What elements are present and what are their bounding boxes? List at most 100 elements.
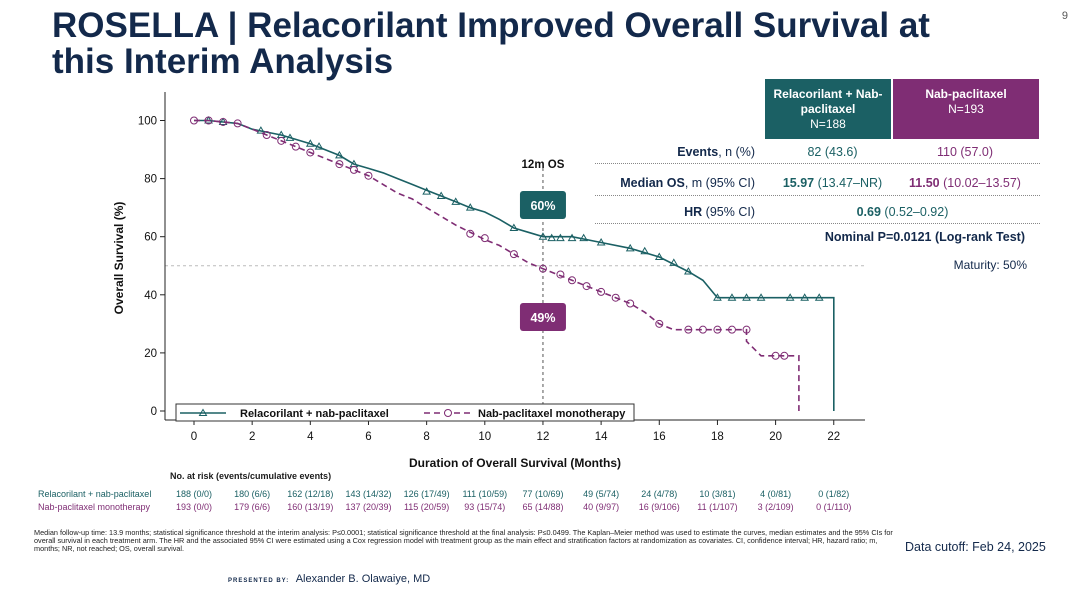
censor-mark <box>305 139 315 147</box>
row-divider <box>595 163 1040 164</box>
risk-cell-arm2: 40 (9/97) <box>583 502 620 512</box>
risk-cell-arm2: 137 (20/39) <box>345 502 392 512</box>
legend-circle-icon <box>444 409 452 417</box>
x-tick-label: 18 <box>711 431 724 443</box>
median-os-arm1: 15.97 (13.47–NR) <box>782 176 883 190</box>
censor-mark <box>335 160 344 169</box>
maturity: Maturity: 50% <box>953 258 1027 272</box>
reference-lines <box>165 168 865 420</box>
censor-mark <box>306 148 315 157</box>
hr-label: HR (95% CI) <box>684 205 755 219</box>
x-tick-label: 12 <box>537 431 550 443</box>
footnote: Median follow-up time: 13.9 months; stat… <box>34 528 893 554</box>
presented-by-label: PRESENTED BY: <box>228 578 290 584</box>
os-12m-value-1: 60% <box>530 199 555 213</box>
censor-mark <box>480 234 489 243</box>
arm2-header: Nab-paclitaxel N=193 <box>893 79 1039 139</box>
censor-mark <box>713 325 722 334</box>
censor-mark <box>626 299 635 308</box>
censor-mark <box>291 142 300 151</box>
arm2-header-label: Nab-paclitaxel <box>925 87 1007 101</box>
risk-cell-arm1: 162 (12/18) <box>287 489 334 499</box>
censor-mark <box>436 191 446 200</box>
censor-mark <box>713 293 722 301</box>
censor-mark <box>190 116 198 125</box>
y-tick-label: 40 <box>144 290 157 302</box>
censor-mark <box>785 293 795 301</box>
censor-mark <box>727 293 737 301</box>
risk-cell-arm2: 115 (20/59) <box>403 502 450 512</box>
censor-mark <box>219 117 228 126</box>
censor-mark <box>556 233 565 242</box>
y-tick-label: 60 <box>144 232 157 244</box>
risk-cell-arm1: 4 (0/81) <box>760 489 792 499</box>
censor-mark <box>538 232 548 240</box>
censor-mark <box>727 325 736 334</box>
x-tick-label: 22 <box>827 431 840 443</box>
risk-cell-arm2: 11 (1/107) <box>697 502 738 512</box>
chart-axes: 0 20 40 60 80 100 0 2 4 6 8 10 12 14 16 18 20 22 Duration … <box>112 92 865 470</box>
risk-cell-arm2: 16 (9/106) <box>638 502 680 512</box>
x-tick-label: 16 <box>653 431 666 443</box>
events-label: Events, n (%) <box>677 145 755 159</box>
censor-mark <box>654 252 664 261</box>
risk-cell-arm2: 160 (13/19) <box>287 502 334 512</box>
censor-mark <box>655 319 664 328</box>
risk-cell-arm2: 65 (14/88) <box>522 502 564 512</box>
slide-title: ROSELLA | Relacorilant Improved Overall … <box>52 6 930 81</box>
x-tick-label: 2 <box>249 431 255 443</box>
month-12-label: 12m OS <box>522 159 565 171</box>
censor-mark <box>256 126 266 134</box>
censor-mark <box>800 293 810 301</box>
censor-mark <box>611 293 620 302</box>
os-12m-value-2: 49% <box>530 311 555 325</box>
y-tick-label: 20 <box>144 348 157 360</box>
os-12m-badge-1 <box>519 191 566 219</box>
risk-cell-arm1: 77 (10/69) <box>522 489 564 499</box>
risk-cell-arm1: 0 (1/82) <box>818 489 850 499</box>
censor-mark <box>335 150 344 159</box>
risk-arm1-label: Relacorilant + nab-paclitaxel <box>38 489 152 499</box>
legend-triangle-icon <box>198 408 208 416</box>
data-cutoff: Data cutoff: Feb 24, 2025 <box>905 540 1046 554</box>
risk-cell-arm1: 111 (10/59) <box>462 489 508 499</box>
risk-cell-arm1: 180 (6/6) <box>234 489 271 499</box>
x-tick-label: 0 <box>191 431 197 443</box>
censor-mark <box>596 238 606 246</box>
censor-mark <box>466 229 475 238</box>
risk-cell-arm1: 126 (17/49) <box>403 489 450 499</box>
chart-labels: 12m OS 60% 49% Relacorilant + nab-paclitaxe… <box>175 159 635 422</box>
median-os-arm2: 11.50 (10.02–13.57) <box>909 176 1021 190</box>
censor-mark <box>547 233 557 242</box>
censor-mark <box>567 233 577 242</box>
risk-cell-arm2: 193 (0/0) <box>175 502 213 512</box>
censor-mark <box>277 136 286 145</box>
events-arm2: 110 (57.0) <box>936 145 994 159</box>
censor-mark <box>465 203 475 211</box>
censor-mark <box>349 165 358 174</box>
x-tick-label: 10 <box>478 431 491 443</box>
risk-arm2-label: Nab-paclitaxel monotherapy <box>38 502 151 512</box>
y-tick-label: 0 <box>151 406 157 418</box>
risk-cell-arm2: 3 (2/109) <box>757 502 794 512</box>
risk-cell-arm1: 188 (0/0) <box>175 489 213 499</box>
censor-mark <box>756 293 766 301</box>
chart-series <box>190 116 835 411</box>
risk-cell-arm1: 143 (14/32) <box>345 489 392 499</box>
censor-mark <box>422 187 432 195</box>
risk-cell-arm2: 179 (6/6) <box>234 502 271 512</box>
presenter: PRESENTED BY: Alexander B. Olawaiye, MD <box>228 573 430 585</box>
y-tick-label: 80 <box>144 174 157 186</box>
censor-mark <box>684 325 693 334</box>
censor-mark <box>683 267 693 275</box>
risk-cell-arm2: 93 (15/74) <box>464 502 506 512</box>
x-tick-label: 6 <box>365 431 371 443</box>
p-value: Nominal P=0.0121 (Log-rank Test) <box>824 230 1025 244</box>
arm1-header: Relacorilant + Nab-paclitaxel N=188 <box>765 79 891 139</box>
x-tick-label: 14 <box>595 431 608 443</box>
censor-mark <box>742 325 751 334</box>
censor-mark <box>568 276 577 285</box>
risk-cell-arm1: 10 (3/81) <box>699 489 736 499</box>
x-tick-label: 20 <box>769 431 782 443</box>
